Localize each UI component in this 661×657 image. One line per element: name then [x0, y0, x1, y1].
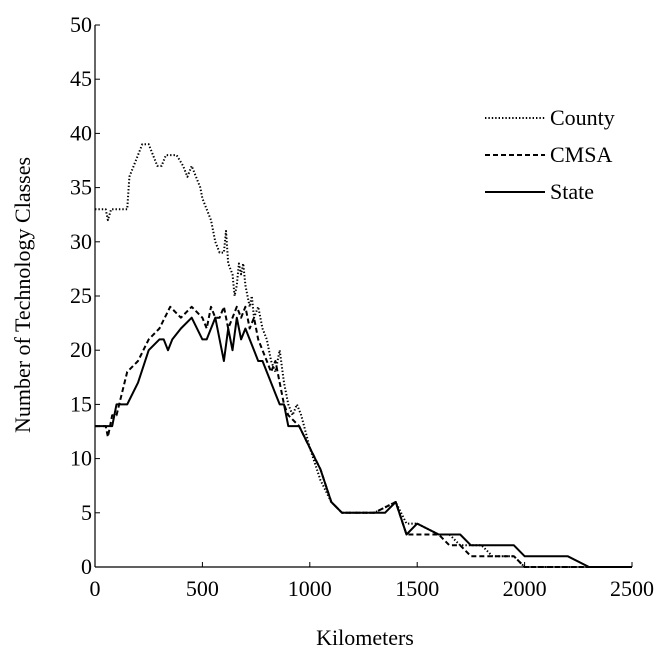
y-tick-label: 50	[70, 12, 92, 37]
x-tick-label: 500	[186, 576, 219, 601]
x-tick-label: 1500	[395, 576, 439, 601]
series-line-state	[95, 316, 632, 568]
x-axis-title: Kilometers	[316, 625, 414, 650]
x-tick-label: 2500	[610, 576, 654, 601]
y-tick-label: 40	[70, 120, 92, 145]
series-line-county	[95, 143, 632, 568]
legend-label-county: County	[550, 105, 615, 130]
y-tick-label: 25	[70, 283, 92, 308]
legend: County CMSA State	[485, 105, 615, 204]
y-tick-label: 15	[70, 391, 92, 416]
x-tick-label: 2000	[503, 576, 547, 601]
x-tick-label: 1000	[288, 576, 332, 601]
legend-label-state: State	[550, 179, 594, 204]
y-tick-label: 35	[70, 175, 92, 200]
y-tick-label: 45	[70, 66, 92, 91]
y-tick-label: 20	[70, 337, 92, 362]
series-line-cmsa	[95, 305, 632, 568]
y-axis-title: Number of Technology Classes	[10, 157, 35, 433]
series-lines	[95, 143, 632, 568]
x-tick-label: 0	[90, 576, 101, 601]
y-tick-label: 0	[81, 554, 92, 579]
legend-label-cmsa: CMSA	[550, 142, 612, 167]
y-tick-label: 30	[70, 229, 92, 254]
y-tick-label: 5	[81, 500, 92, 525]
y-tick-label: 10	[70, 446, 92, 471]
